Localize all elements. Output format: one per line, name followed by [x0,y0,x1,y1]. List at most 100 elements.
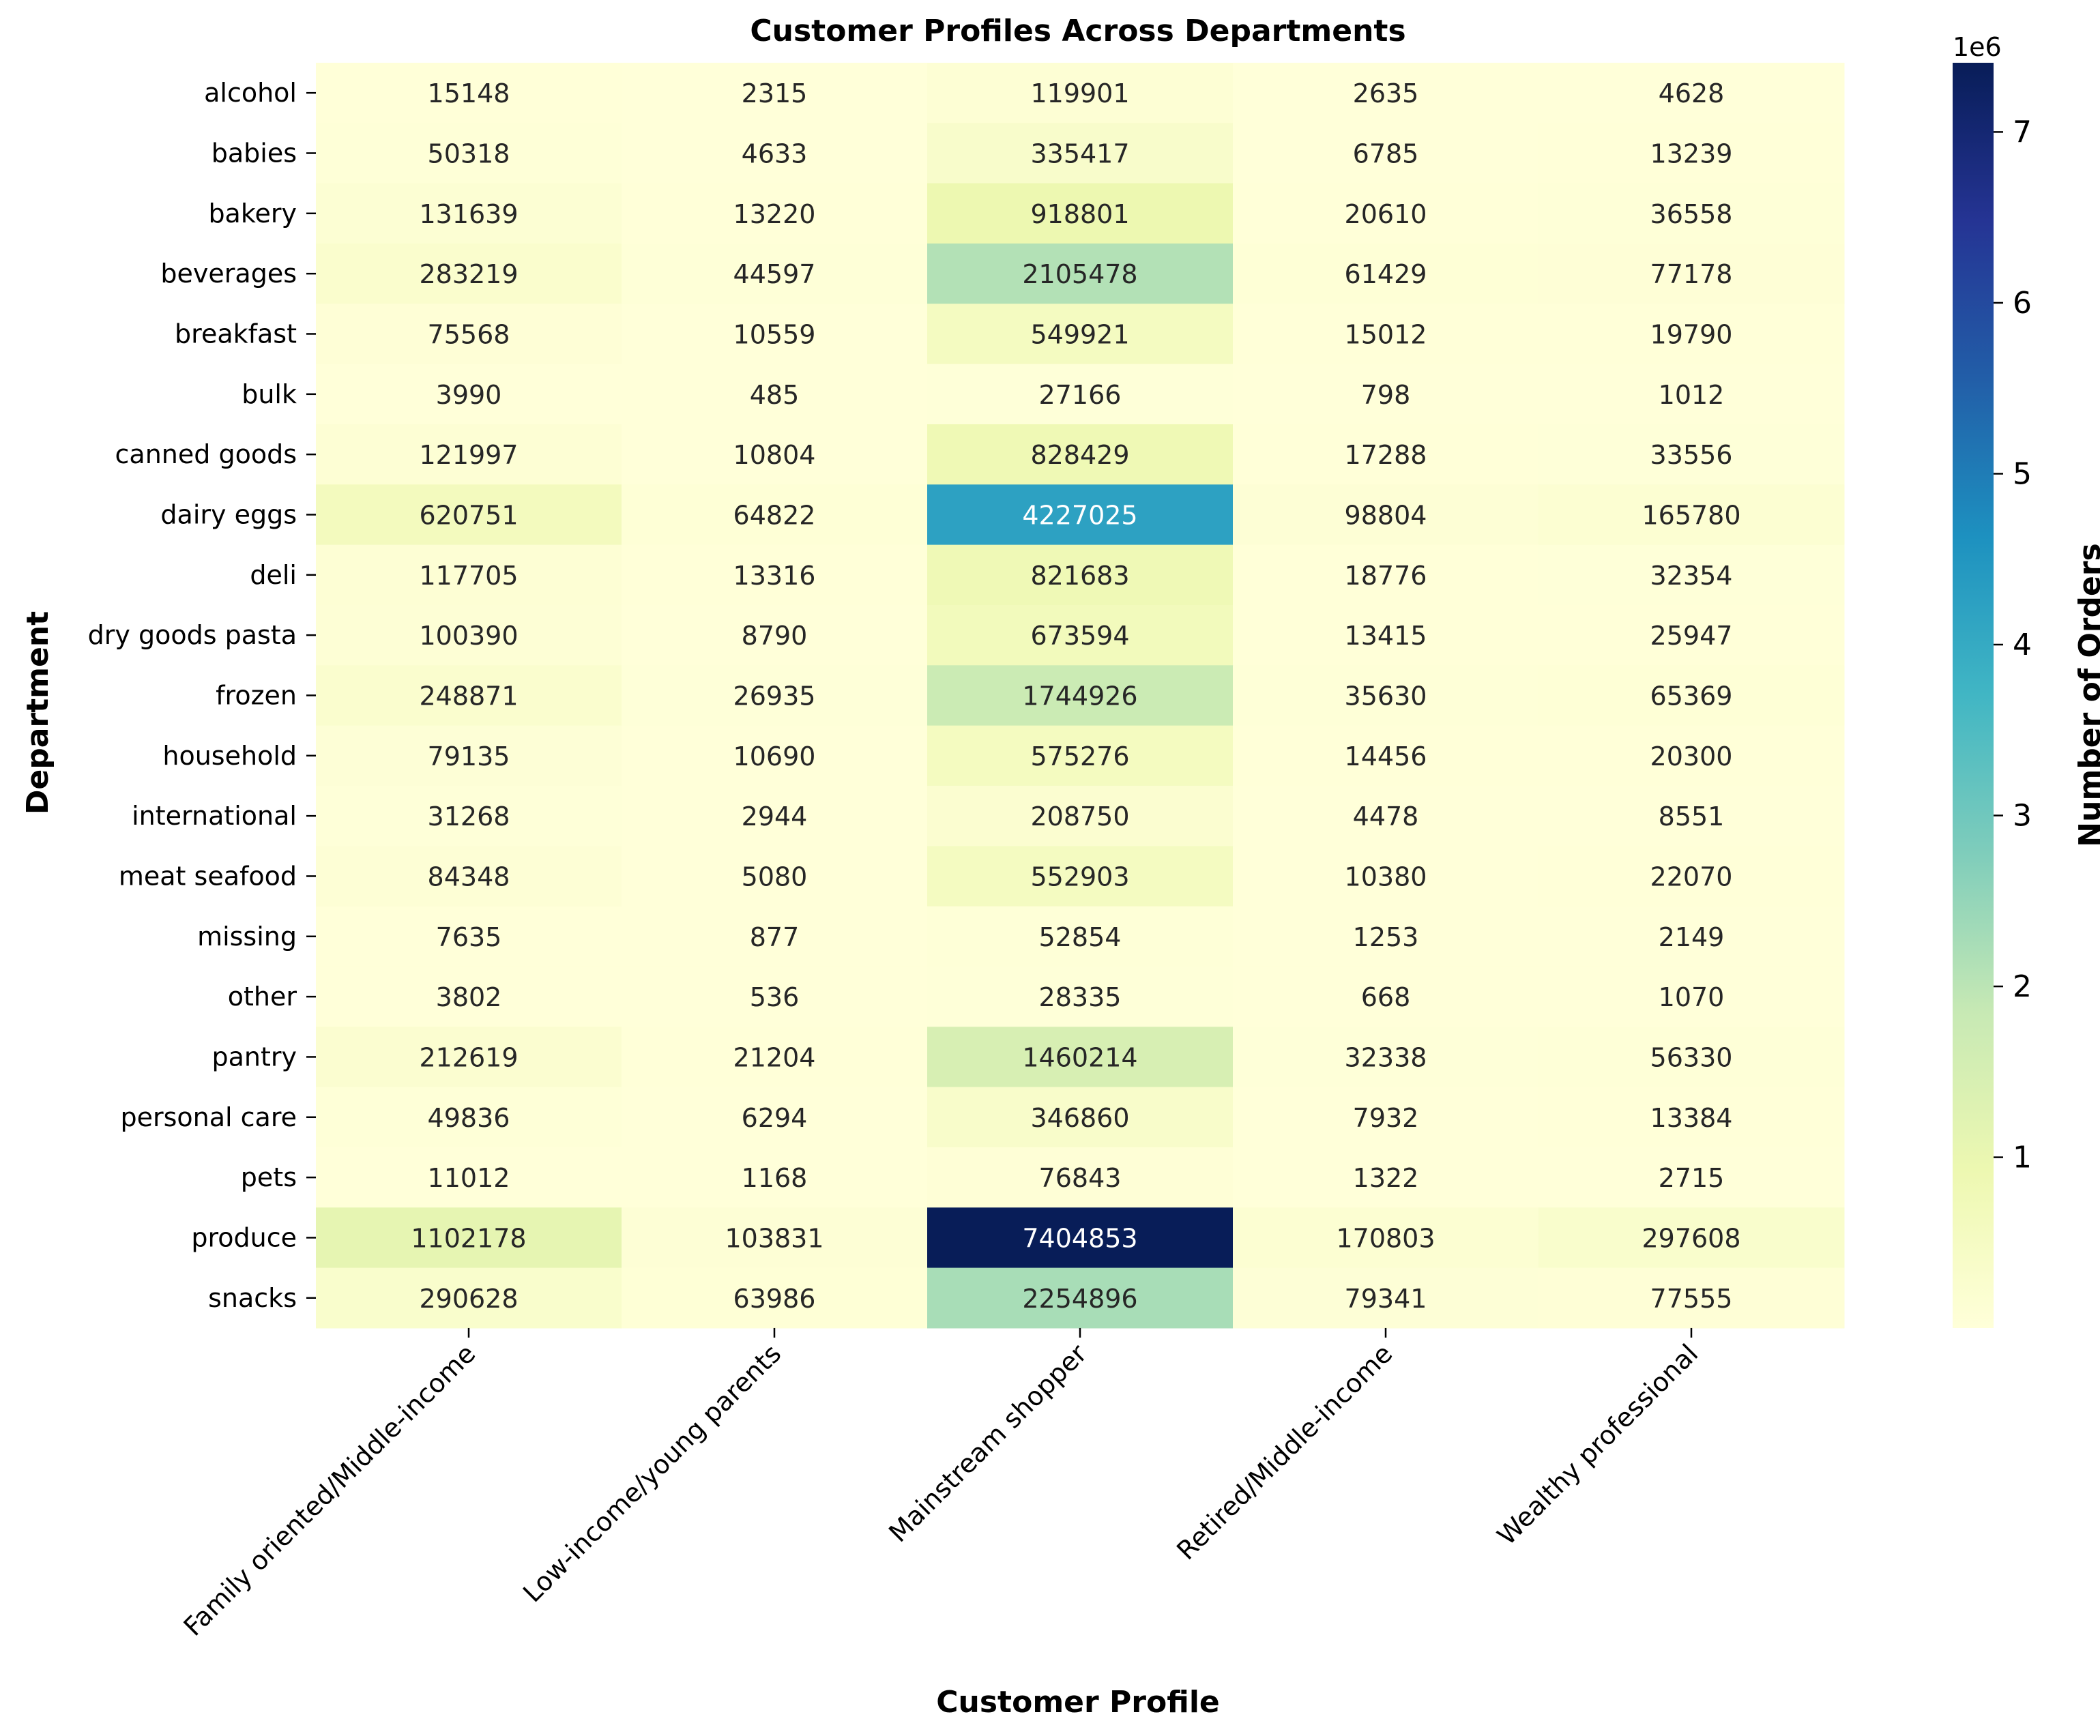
heatmap-cell [927,484,1234,546]
heatmap-cell-label: 297608 [1642,1223,1740,1253]
y-tick-label: snacks [208,1283,297,1313]
heatmap-cell-label: 63986 [733,1284,816,1314]
heatmap-cell [316,544,622,606]
heatmap-cell-label: 44597 [733,259,816,289]
heatmap-cell [622,1267,928,1329]
heatmap-cell-label: 14456 [1345,741,1427,771]
heatmap-cell-label: 5080 [742,862,808,892]
heatmap-cell [316,243,622,304]
heatmap-cell-label: 283219 [419,259,518,289]
y-tick-label: meat seafood [119,861,297,891]
y-tick-label: pantry [212,1042,297,1072]
heatmap-cell [1233,183,1539,244]
heatmap-cell-label: 32354 [1650,561,1733,591]
heatmap-cell-label: 79135 [428,741,510,771]
heatmap-cell [1233,604,1539,666]
y-tick-label: missing [197,922,297,952]
heatmap-cell [622,63,928,123]
heatmap-cell [1233,304,1539,365]
heatmap-cell-label: 6294 [742,1103,808,1133]
heatmap-cell [1233,364,1539,425]
heatmap-cell-label: 208750 [1030,801,1129,832]
heatmap-cell-label: 2715 [1659,1163,1725,1193]
heatmap-cell [927,1207,1234,1269]
heatmap-cell-label: 346860 [1030,1103,1129,1133]
heatmap-cell [1538,183,1845,244]
heatmap-cell-label: 798 [1361,380,1411,410]
heatmap-cell [1538,604,1845,666]
heatmap-cell [927,725,1234,786]
heatmap-cell-label: 100390 [419,621,518,651]
heatmap-cell-label: 170803 [1336,1223,1435,1253]
heatmap-cell-label: 10559 [733,319,816,349]
heatmap-cell-label: 6785 [1353,138,1419,168]
heatmap-cell [1538,364,1845,425]
heatmap-cell [1233,1267,1539,1329]
heatmap-cell [316,604,622,666]
heatmap-cell [622,243,928,304]
heatmap-cell [1538,63,1845,123]
colorbar-tick-label: 5 [2013,456,2032,491]
heatmap-cell [622,966,928,1027]
heatmap-cell-label: 10380 [1345,862,1427,892]
heatmap-cell-label: 10690 [733,741,816,771]
heatmap-cell-label: 673594 [1030,621,1129,651]
heatmap-cell-label: 15012 [1345,319,1427,349]
heatmap-cell [1538,846,1845,907]
heatmap-cell [927,604,1234,666]
heatmap-cell-label: 485 [750,380,800,410]
heatmap-cell-label: 64822 [733,500,816,530]
heatmap-cell-label: 4227025 [1022,500,1137,530]
heatmap-cell-label: 11012 [428,1163,510,1193]
colorbar-ticks: 1 2 3 4 5 6 7 [1994,115,2032,1175]
y-tick-label: babies [212,138,297,168]
heatmap-cell-label: 7932 [1353,1103,1419,1133]
heatmap-cell-label: 76843 [1039,1163,1122,1193]
y-tick-label: beverages [160,259,297,289]
heatmap-cell [1233,484,1539,546]
heatmap-cell [316,123,622,184]
heatmap-cell [316,1027,622,1088]
heatmap-cell [622,1147,928,1208]
heatmap-cell-label: 36558 [1650,199,1733,229]
heatmap-cell-label: 21204 [733,1042,816,1072]
heatmap-cell-label: 536 [750,982,800,1012]
heatmap-cell [1538,785,1845,847]
heatmap-cell-label: 575276 [1030,741,1129,771]
heatmap-cell-label: 10804 [733,440,816,470]
heatmap-cell [316,364,622,425]
heatmap-cell [316,1267,622,1329]
heatmap-cell-label: 49836 [428,1103,510,1133]
heatmap-cell [927,1027,1234,1088]
heatmap-cell [1233,846,1539,907]
heatmap-cell [316,1207,622,1269]
heatmap-cell [1538,1147,1845,1208]
heatmap-cell [927,364,1234,425]
heatmap-cell [622,1207,928,1269]
heatmap-cell-label: 8790 [742,621,808,651]
heatmap-cell [1538,725,1845,786]
heatmap-cell [1233,63,1539,123]
heatmap-cell [1538,304,1845,365]
heatmap-cell-label: 1253 [1353,922,1419,952]
y-tick-label: household [162,741,297,771]
heatmap-cell [316,304,622,365]
heatmap-cell-label: 61429 [1345,259,1427,289]
y-tick-label: bulk [242,379,297,409]
heatmap-cell-label: 3802 [436,982,502,1012]
heatmap-cell-label: 117705 [419,561,518,591]
y-tick-label: international [132,801,297,831]
heatmap-cell [622,785,928,847]
y-tick-label: breakfast [175,319,297,349]
heatmap-cell-label: 31268 [428,801,510,832]
heatmap-cell [1538,966,1845,1027]
colorbar-tick-label: 7 [2013,115,2032,149]
heatmap-cell [1233,725,1539,786]
heatmap-cell [316,63,622,123]
heatmap-cell [1233,1087,1539,1148]
colorbar-tick-label: 4 [2013,628,2032,662]
heatmap-cell [927,665,1234,726]
heatmap-cell-label: 35630 [1345,681,1427,711]
y-tick-label: deli [250,560,297,590]
heatmap-cell-label: 131639 [419,199,518,229]
